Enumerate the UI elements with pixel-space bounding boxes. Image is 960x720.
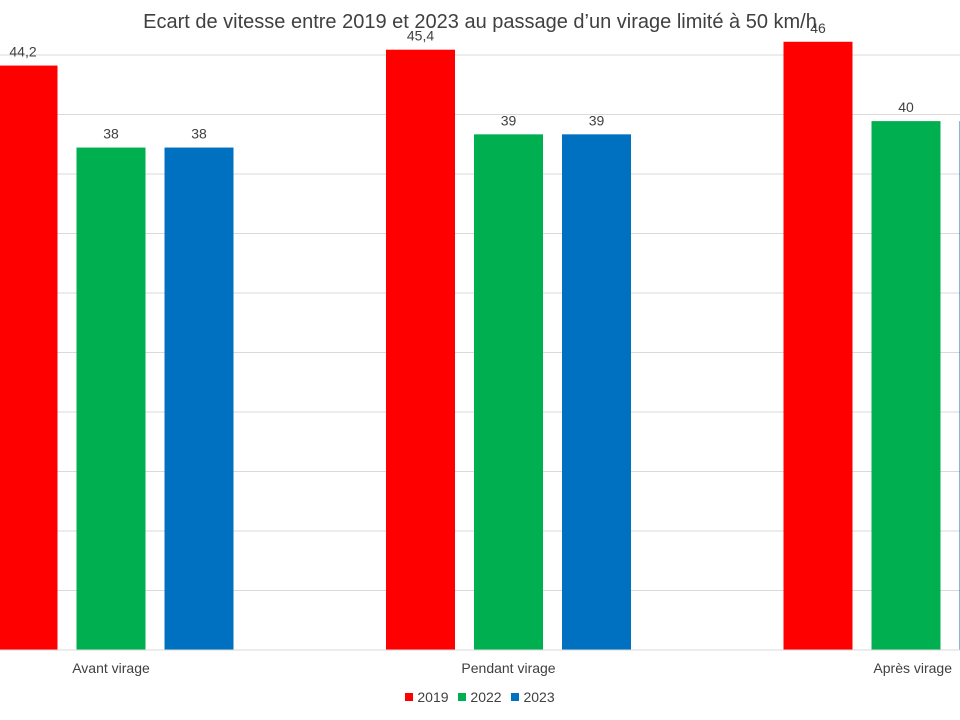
legend-item-2022: 2022 xyxy=(458,689,502,705)
bar-2022-0 xyxy=(76,147,146,650)
value-label-2022-1: 39 xyxy=(501,112,517,128)
value-label-2023-1: 39 xyxy=(589,112,605,128)
value-labels: 44,2 38 38 45,4 39 39 46 40 xyxy=(9,20,914,142)
legend-item-2019: 2019 xyxy=(405,689,449,705)
chart-title: Ecart de vitesse entre 2019 et 2023 au p… xyxy=(143,11,817,33)
legend-label-2022: 2022 xyxy=(470,689,502,705)
value-label-2022-2: 40 xyxy=(898,99,914,115)
bar-2019-2 xyxy=(783,41,853,650)
legend-swatch-2023 xyxy=(511,693,520,701)
bar-2023-1 xyxy=(562,134,631,650)
bar-2022-1 xyxy=(474,134,543,650)
bar-2022-2 xyxy=(871,121,941,650)
value-label-2023-0: 38 xyxy=(191,126,207,142)
legend-swatch-2022 xyxy=(458,693,467,701)
value-label-2019-1: 45,4 xyxy=(407,28,434,44)
legend-label-2023: 2023 xyxy=(523,689,555,705)
value-label-2019-2: 46 xyxy=(810,20,826,36)
category-label-1: Pendant virage xyxy=(461,660,555,676)
value-label-2022-0: 38 xyxy=(103,126,119,142)
value-label-2019-0: 44,2 xyxy=(9,44,36,60)
legend-label-2019: 2019 xyxy=(417,689,449,705)
category-label-2: Après virage xyxy=(873,660,952,676)
legend-item-2023: 2023 xyxy=(511,689,555,705)
legend: 2019 2022 2023 xyxy=(0,689,960,705)
category-label-0: Avant virage xyxy=(72,660,150,676)
bar-2019-0 xyxy=(0,65,58,650)
bar-2019-1 xyxy=(386,49,455,650)
bar-2023-0 xyxy=(164,147,234,650)
bars xyxy=(0,41,960,650)
category-labels: Avant virage Pendant virage Après virage xyxy=(72,660,952,676)
legend-swatch-2019 xyxy=(405,693,414,701)
